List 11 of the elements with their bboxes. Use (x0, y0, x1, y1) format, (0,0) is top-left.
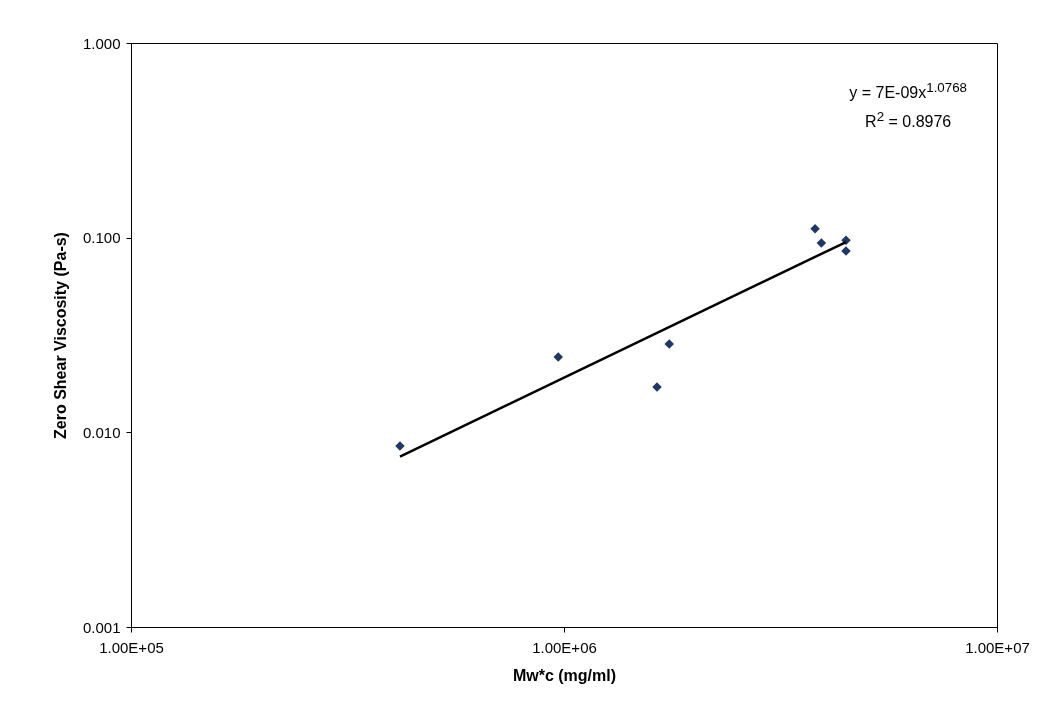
y-tick-label: 0.010 (82, 423, 121, 441)
y-tick-label: 1.000 (82, 34, 121, 52)
y-axis-title: Zero Shear Viscosity (Pa-s) (51, 232, 69, 439)
y-tick-label: 0.001 (82, 618, 121, 636)
x-tick-label: 1.00E+06 (532, 638, 597, 656)
x-axis-title: Mw*c (mg/ml) (512, 666, 617, 684)
x-tick-label: 1.00E+07 (965, 638, 1030, 656)
annotation: R$^{2}$ = 0.8976 (864, 108, 953, 133)
annotation: y = 7E-09x$^{1.0768}$ (849, 79, 967, 104)
y-tick-label: 0.100 (82, 229, 121, 247)
x-tick-label: 1.00E+05 (99, 638, 164, 656)
